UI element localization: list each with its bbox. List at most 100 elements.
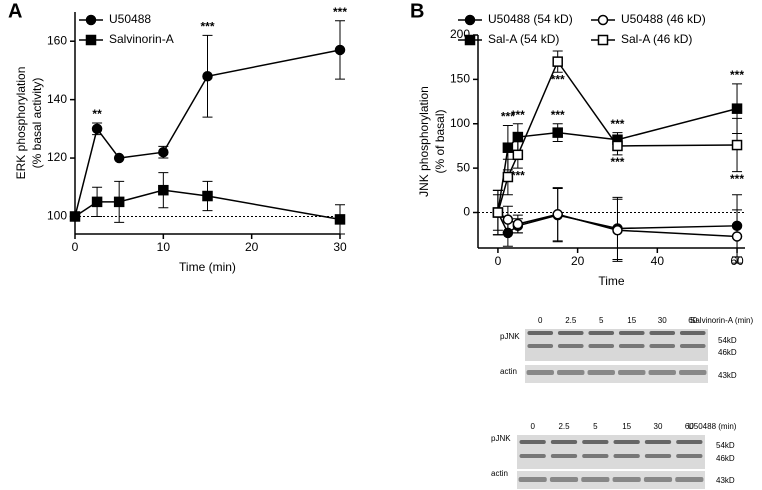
- legend-marker: [464, 34, 476, 46]
- line: [74, 49, 341, 217]
- blot-band: [612, 477, 641, 482]
- blot-band: [519, 454, 546, 458]
- significance-label: ***: [610, 155, 624, 169]
- blot-band: [549, 477, 579, 482]
- blot-image: [517, 329, 708, 489]
- blot-band: [679, 344, 706, 348]
- marker: [731, 231, 743, 242]
- blot-band: [618, 344, 645, 348]
- significance-label: ***: [730, 172, 744, 186]
- y-axis-title: (% of basal): [433, 109, 447, 173]
- y-tick-label: 140: [47, 92, 67, 106]
- size-label: 54kD: [716, 441, 735, 450]
- marker: [91, 123, 103, 135]
- x-tick-label: 0: [495, 254, 502, 268]
- blot-band: [613, 454, 640, 458]
- blot-band: [588, 331, 615, 335]
- lane-label: 0: [538, 316, 543, 325]
- blot-band: [618, 331, 645, 335]
- size-label: 43kD: [718, 371, 737, 380]
- marker: [158, 146, 169, 158]
- legend-marker: [597, 34, 609, 46]
- legend-marker: [85, 14, 97, 26]
- size-label: 46kD: [716, 454, 735, 463]
- marker: [113, 196, 125, 208]
- marker: [512, 131, 524, 143]
- significance-label: ***: [551, 108, 565, 122]
- x-tick-label: 0: [72, 240, 79, 254]
- legend-label: Salvinorin-A: [109, 32, 174, 46]
- y-tick-label: 100: [450, 116, 470, 130]
- blot-band: [675, 477, 704, 482]
- lane-label: 2.5: [558, 422, 570, 431]
- legend-label: U50488 (54 kD): [488, 12, 573, 26]
- blot-band: [618, 370, 646, 375]
- significance-label: ***: [511, 108, 525, 122]
- blot-band: [676, 454, 703, 458]
- x-tick-label: 10: [157, 240, 171, 254]
- lane-label: 30: [654, 422, 663, 431]
- lane-label: 5: [599, 316, 604, 325]
- marker: [552, 127, 563, 138]
- blot-band: [613, 440, 640, 444]
- blot-band: [649, 331, 676, 335]
- legend-label: Sal-A (54 kD): [488, 32, 559, 46]
- lane-label: 15: [622, 422, 631, 431]
- y-tick-label: 50: [457, 160, 471, 174]
- x-tick-label: 30: [333, 240, 347, 254]
- blot-band: [518, 477, 547, 482]
- marker: [91, 196, 103, 208]
- blot-band: [557, 344, 584, 348]
- marker: [334, 214, 346, 225]
- lane-label: 0: [530, 422, 535, 431]
- blot-band: [679, 370, 707, 375]
- legend-label: U50488: [109, 12, 151, 26]
- significance-label: ***: [730, 68, 744, 82]
- y-axis-title: ERK phosphorylation: [14, 67, 28, 180]
- blot-band: [644, 454, 672, 458]
- series: [69, 172, 346, 235]
- row-label: pJNK: [491, 434, 511, 443]
- y-tick-label: 120: [47, 150, 67, 164]
- line: [497, 107, 738, 213]
- blot-band: [550, 454, 578, 458]
- size-label: 54kD: [718, 336, 737, 345]
- blot-band: [581, 477, 610, 482]
- blot-band: [649, 344, 676, 348]
- x-tick-label: 20: [245, 240, 259, 254]
- marker: [502, 171, 514, 183]
- row-label: pJNK: [500, 332, 520, 341]
- blot-band: [526, 370, 554, 375]
- marker: [502, 142, 514, 153]
- blot-band: [648, 370, 676, 375]
- row-label: actin: [491, 469, 508, 478]
- x-tick-label: 20: [571, 254, 585, 268]
- legend-label: Sal-A (46 kD): [621, 32, 692, 46]
- marker: [69, 211, 81, 222]
- marker: [552, 209, 563, 220]
- blot-band: [676, 440, 703, 444]
- y-tick-label: 150: [450, 72, 470, 86]
- legend-marker: [597, 14, 609, 26]
- marker: [512, 149, 524, 161]
- lane-label: 60: [685, 422, 694, 431]
- panel-label: A: [8, 0, 22, 22]
- y-tick-label: 100: [47, 209, 67, 223]
- marker: [202, 190, 213, 202]
- blot-band: [582, 454, 609, 458]
- legend-marker: [464, 14, 476, 26]
- blot-band: [644, 440, 672, 444]
- panel-label: B: [410, 0, 424, 22]
- blot-band: [527, 344, 554, 348]
- x-tick-label: 40: [651, 254, 665, 268]
- blot-treatment: U50488 (min): [688, 422, 737, 431]
- significance-label: ***: [610, 117, 624, 131]
- lane-label: 60: [688, 316, 697, 325]
- blot-band: [557, 331, 584, 335]
- y-tick-label: 160: [47, 33, 67, 47]
- y-axis-title: JNK phosphorylation: [417, 86, 431, 197]
- size-label: 46kD: [718, 348, 737, 357]
- blot-band: [679, 331, 706, 335]
- lane-label: 2.5: [565, 316, 577, 325]
